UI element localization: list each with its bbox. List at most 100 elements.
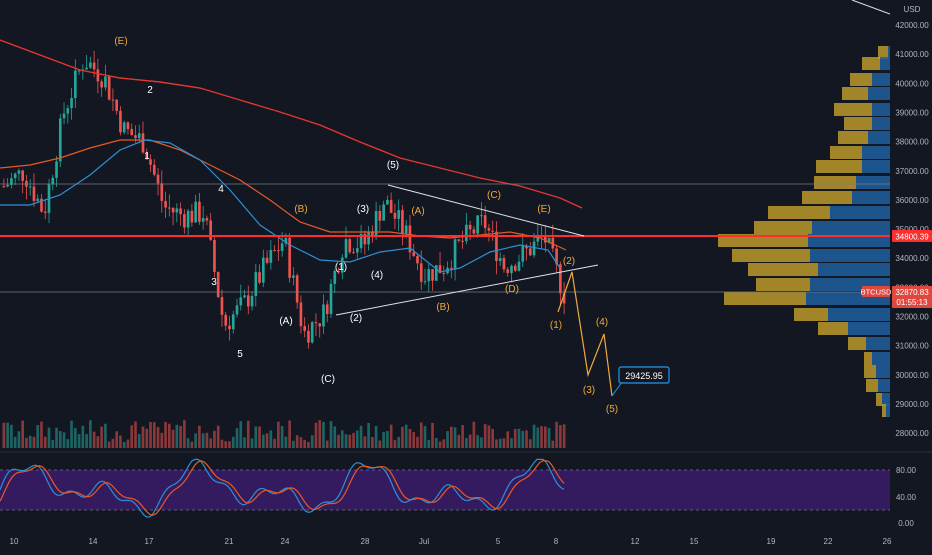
- candle-body: [284, 237, 288, 244]
- candle-body: [468, 224, 472, 230]
- candle-body: [137, 133, 141, 139]
- candle-body: [277, 250, 280, 252]
- volume-bar: [21, 420, 24, 448]
- candle-body: [359, 233, 363, 249]
- candle-body: [156, 174, 160, 184]
- candle-body: [262, 257, 265, 283]
- profile-blue-segment: [812, 221, 890, 234]
- wave-label: (2): [563, 256, 575, 267]
- candle-body: [513, 265, 517, 271]
- profile-gold-segment: [768, 206, 830, 219]
- profile-blue-segment: [888, 46, 890, 59]
- countdown-value: 01:55:13: [896, 298, 928, 307]
- price-tick-label: 28000.00: [895, 429, 929, 438]
- volume-bar: [367, 422, 370, 448]
- candle-body: [58, 118, 62, 162]
- profile-blue-segment: [810, 249, 890, 262]
- wave-label: (1): [550, 320, 562, 331]
- profile-blue-segment: [868, 87, 890, 100]
- candle-body: [450, 267, 453, 269]
- volume-bar: [250, 438, 254, 448]
- candle-body: [397, 210, 400, 219]
- candle-body: [224, 314, 228, 326]
- price-tick-label: 39000.00: [895, 108, 929, 117]
- volume-bar: [141, 426, 145, 448]
- candle-body: [115, 99, 118, 111]
- candle-body: [525, 245, 528, 249]
- candle-body: [393, 212, 397, 219]
- stoch-d-line: [0, 460, 565, 516]
- price-tick-label: 30000.00: [895, 371, 929, 380]
- candle-body: [269, 250, 273, 263]
- volume-bar: [307, 441, 310, 448]
- date-axis: 10 14 17 21 24 28 Jul 5 8 12 15 19 22 26: [10, 537, 892, 546]
- price-tick-label: 35000.00: [895, 225, 929, 234]
- volume-bar: [457, 434, 461, 448]
- volume-bar: [551, 440, 555, 448]
- candle-body: [168, 207, 171, 209]
- volume-bar: [318, 420, 322, 448]
- profile-gold-segment: [878, 46, 888, 59]
- volume-bar: [472, 421, 476, 448]
- wave-label: 5: [237, 349, 243, 360]
- volume-bar: [397, 436, 400, 448]
- volume-bar: [540, 426, 543, 448]
- candle-body: [273, 250, 276, 252]
- candle-body: [104, 76, 107, 88]
- wave-labels: (E) 2 1 4 3 5 (A) (B) (1) (3) (4) (2) (C) (5) (A) (B) (C…: [114, 36, 618, 415]
- volume-bar: [310, 435, 314, 448]
- volume-bar: [491, 428, 494, 448]
- volume-bar: [292, 440, 295, 448]
- volume-bar: [149, 422, 152, 448]
- volume-bar: [389, 424, 393, 448]
- candle-body: [356, 248, 359, 253]
- volume-bar: [183, 420, 186, 448]
- wave-label: 3: [211, 277, 217, 288]
- candle-body: [333, 270, 337, 284]
- wave-label: 4: [218, 184, 224, 195]
- stoch-tick-label: 0.00: [898, 519, 914, 528]
- price-axis: 42000.00 41000.00 40000.00 39000.00 38000.00…: [895, 21, 929, 438]
- volume-bar: [111, 438, 115, 448]
- volume-bar: [104, 423, 107, 448]
- target-price-value: 29425.95: [625, 371, 663, 381]
- volume-bar: [446, 431, 449, 448]
- candle-body: [314, 322, 318, 324]
- stoch-tick-label: 40.00: [896, 493, 917, 502]
- volume-profile: [718, 46, 890, 417]
- volume-bar: [43, 436, 47, 448]
- candle-body: [555, 248, 558, 265]
- profile-gold-segment: [794, 308, 828, 321]
- candle-body: [145, 152, 149, 160]
- volume-bar: [25, 437, 28, 448]
- candle-body: [562, 293, 566, 304]
- wave-label: (C): [321, 374, 335, 385]
- volume-bar: [487, 425, 491, 448]
- candle-body: [171, 207, 175, 213]
- profile-blue-segment: [808, 234, 890, 247]
- profile-gold-segment: [732, 249, 810, 262]
- volume-bar: [356, 430, 359, 448]
- currency-label: USD: [904, 5, 921, 14]
- volume-bar: [246, 420, 250, 448]
- volume-bar: [337, 434, 340, 448]
- volume-bar: [2, 422, 6, 448]
- volume-bar: [453, 427, 457, 448]
- profile-gold-segment: [844, 117, 872, 130]
- candle-body: [465, 224, 468, 242]
- price-tick-label: 36000.00: [895, 196, 929, 205]
- profile-blue-segment: [878, 379, 890, 392]
- candle-body: [491, 230, 494, 232]
- volume-bar: [134, 421, 137, 448]
- candle-body: [416, 255, 419, 264]
- stoch-tick-label: 80.00: [896, 466, 917, 475]
- candle-body: [551, 237, 555, 249]
- candle-body: [216, 271, 220, 298]
- wave-label: (3): [357, 204, 369, 215]
- volume-bar: [156, 427, 160, 448]
- candle-body: [130, 129, 134, 136]
- last-price-value: 32870.83: [895, 288, 929, 297]
- symbol-tag: [862, 286, 890, 297]
- volume-bar: [517, 428, 521, 448]
